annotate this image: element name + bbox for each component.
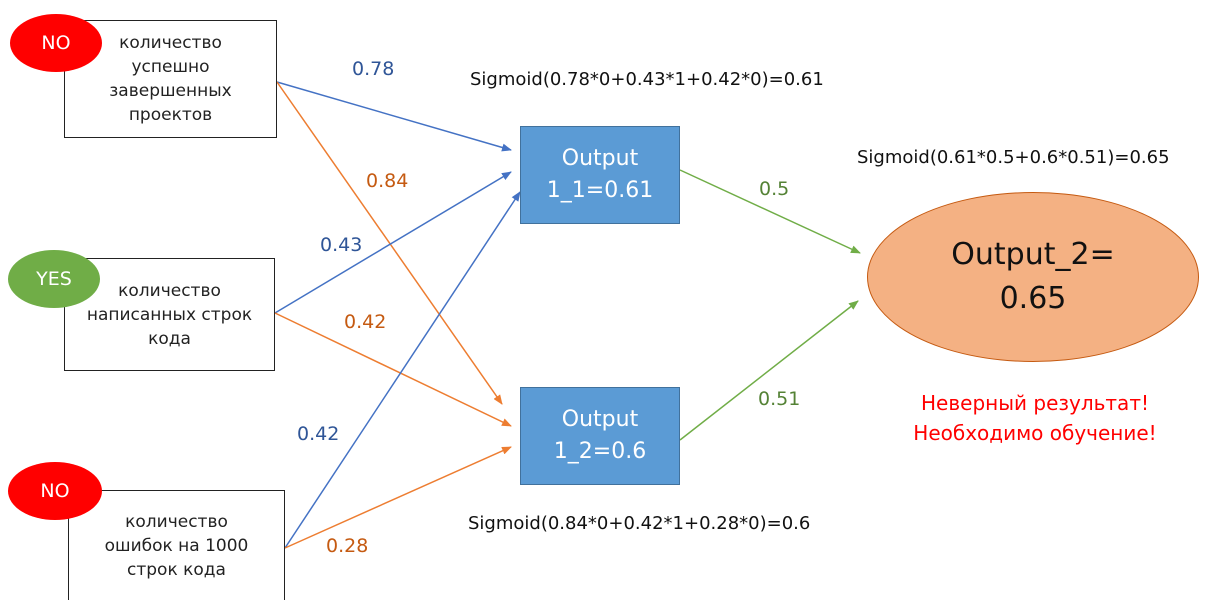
output-line-1: Output_2= <box>951 237 1115 272</box>
edge-input1-hidden2 <box>276 81 503 405</box>
input1-line-1: количество <box>119 33 222 53</box>
weight-label-w22: 0.42 <box>344 311 387 333</box>
hidden1-line-1: Output <box>561 146 639 171</box>
input1-line-3: завершенных <box>109 81 232 101</box>
edge-input3-hidden1 <box>284 191 521 549</box>
input2-line-1: количество <box>118 280 221 301</box>
input-box-completed-projects: количество успешно завершенных проектов <box>64 20 277 138</box>
input1-line-2: успешно <box>131 57 210 77</box>
weight-label-w21: 0.43 <box>320 234 363 256</box>
weight-label-w32: 0.28 <box>326 535 369 557</box>
input-box-lines-of-code: количество написанных строк кода <box>64 258 275 371</box>
hidden-node-1: Output 1_1=0.61 <box>520 126 680 224</box>
hidden-node-2: Output 1_2=0.6 <box>520 387 680 485</box>
edge-input1-hidden1 <box>276 81 512 152</box>
edge-input2-hidden2 <box>274 312 512 427</box>
input3-badge-no: NO <box>8 462 102 520</box>
input1-line-4: проектов <box>128 105 213 125</box>
input2-badge-yes: YES <box>8 250 100 308</box>
verdict-text: Неверный результат! Необходимо обучение! <box>875 388 1195 448</box>
input1-badge-no: NO <box>10 14 102 72</box>
edge-input2-hidden1 <box>274 171 512 314</box>
input3-line-3: строк кода <box>127 559 226 580</box>
verdict-line-1: Неверный результат! <box>921 391 1149 415</box>
input3-line-1: количество <box>125 511 228 532</box>
input2-line-3: кода <box>148 328 191 349</box>
edge-hidden2-output <box>679 300 859 441</box>
hidden2-line-2: 1_2=0.6 <box>553 439 647 464</box>
weight-label-w31: 0.42 <box>297 423 340 445</box>
input3-badge-text: NO <box>40 480 70 502</box>
weight-label-w11: 0.78 <box>352 58 395 80</box>
weight-label-h2: 0.51 <box>758 388 801 410</box>
edge-hidden1-output <box>679 169 861 254</box>
verdict-line-2: Необходимо обучение! <box>913 421 1157 445</box>
output-node: Output_2= 0.65 <box>867 192 1199 362</box>
input3-line-2: ошибок на 1000 <box>104 535 249 556</box>
weight-label-h1: 0.5 <box>759 178 790 200</box>
edge-input3-hidden2 <box>284 446 512 549</box>
input2-badge-text: YES <box>36 268 72 290</box>
formula-hidden-2: Sigmoid(0.84*0+0.42*1+0.28*0)=0.6 <box>468 513 811 534</box>
hidden1-line-2: 1_1=0.61 <box>546 178 654 203</box>
formula-output: Sigmoid(0.61*0.5+0.6*0.51)=0.65 <box>857 147 1170 168</box>
weight-label-w12: 0.84 <box>366 170 409 192</box>
input2-line-2: написанных строк <box>86 304 253 325</box>
formula-hidden-1: Sigmoid(0.78*0+0.43*1+0.42*0)=0.61 <box>470 69 824 90</box>
input1-badge-text: NO <box>41 32 71 54</box>
input-box-errors-per-1000: количество ошибок на 1000 строк кода <box>68 490 285 600</box>
output-line-2: 0.65 <box>999 281 1067 316</box>
hidden2-line-1: Output <box>561 407 639 432</box>
